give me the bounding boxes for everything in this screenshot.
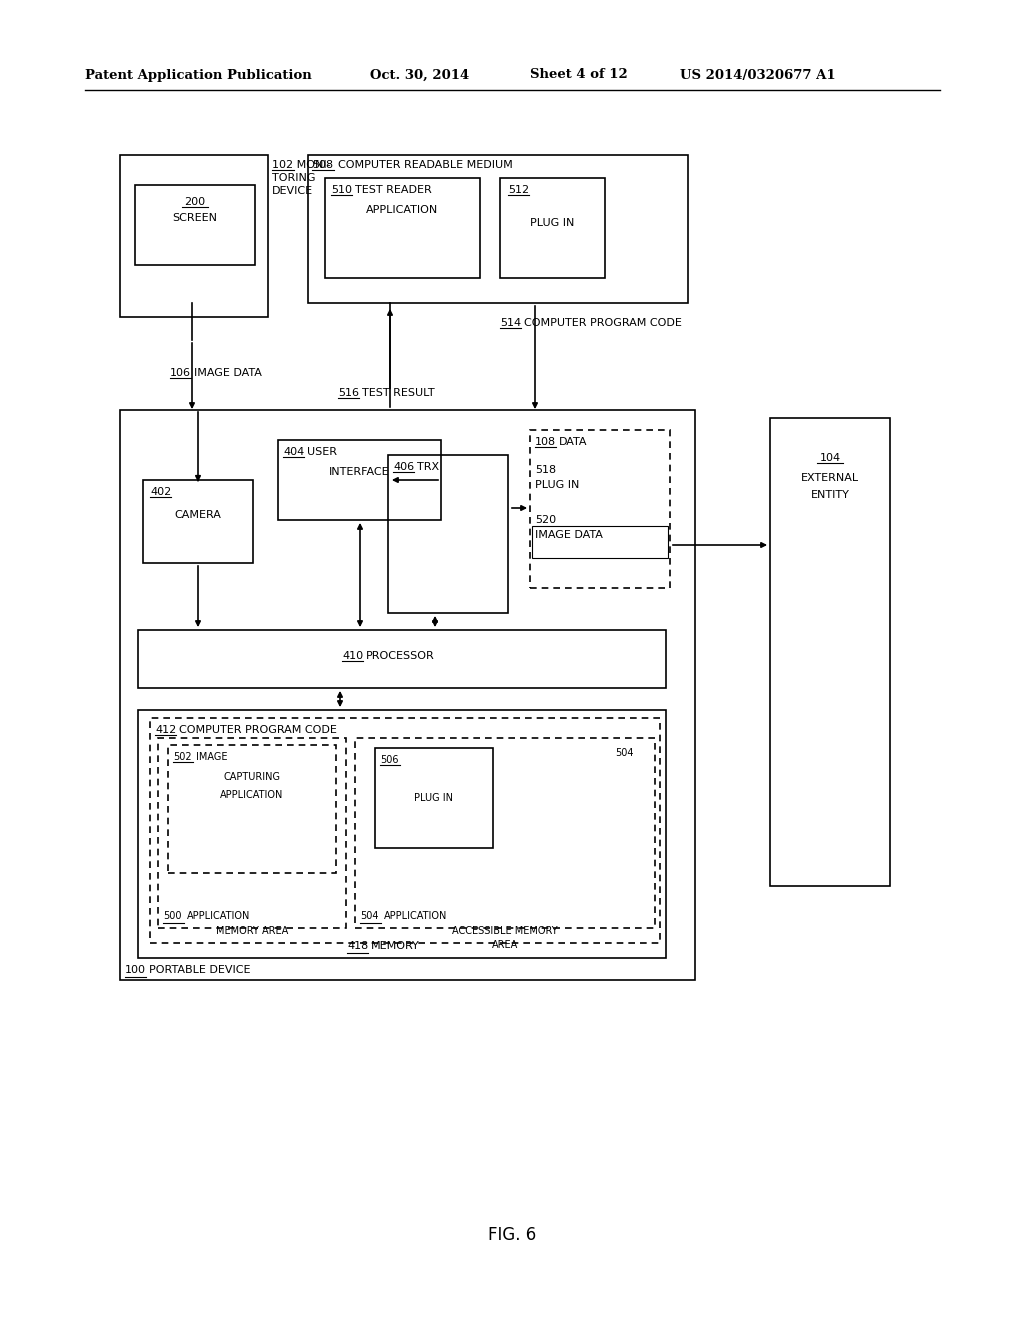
Text: 520: 520 [535,515,556,525]
Text: APPLICATION: APPLICATION [366,205,438,215]
Text: ENTITY: ENTITY [811,490,850,500]
Text: PLUG IN: PLUG IN [415,793,454,803]
Bar [388,455,508,612]
Bar [325,178,480,279]
Text: 504: 504 [360,911,379,921]
Text: APPLICATION: APPLICATION [187,911,251,921]
Text: CAMERA: CAMERA [174,510,221,520]
Text: TEST RESULT: TEST RESULT [362,388,434,399]
Text: CAPTURING: CAPTURING [223,772,281,781]
Bar [138,710,666,958]
Text: 100: 100 [125,965,146,975]
Text: COMPUTER PROGRAM CODE: COMPUTER PROGRAM CODE [524,318,682,327]
Text: APPLICATION: APPLICATION [220,789,284,800]
Text: ACCESSIBLE MEMORY: ACCESSIBLE MEMORY [453,927,558,936]
Text: 518: 518 [535,465,556,475]
Text: 412: 412 [155,725,176,735]
Text: 500: 500 [163,911,181,921]
Text: 104: 104 [819,453,841,463]
Bar [532,525,668,558]
Text: 108: 108 [535,437,556,447]
Text: 106: 106 [170,368,191,378]
Bar [530,430,670,587]
Text: 514: 514 [500,318,521,327]
Text: PLUG IN: PLUG IN [535,480,580,490]
Text: TRX: TRX [417,462,439,473]
Text: IMAGE DATA: IMAGE DATA [194,368,262,378]
Text: 516: 516 [338,388,359,399]
Text: DATA: DATA [559,437,588,447]
Bar [375,748,493,847]
Text: COMPUTER PROGRAM CODE: COMPUTER PROGRAM CODE [179,725,337,735]
Bar [138,630,666,688]
Text: 512: 512 [508,185,529,195]
Text: TORING: TORING [272,173,315,183]
Text: 200: 200 [184,197,206,207]
Bar [355,738,655,928]
Text: APPLICATION: APPLICATION [384,911,447,921]
Text: 508: 508 [312,160,333,170]
Text: Sheet 4 of 12: Sheet 4 of 12 [530,69,628,82]
Text: IMAGE DATA: IMAGE DATA [535,531,603,540]
Text: EXTERNAL: EXTERNAL [801,473,859,483]
Bar [150,718,660,942]
Text: 102 MONI-: 102 MONI- [272,160,331,170]
Text: 402: 402 [150,487,171,498]
Text: COMPUTER READABLE MEDIUM: COMPUTER READABLE MEDIUM [338,160,513,170]
Text: MEMORY: MEMORY [371,941,420,950]
Text: USER: USER [307,447,337,457]
Bar [278,440,441,520]
Bar [308,154,688,304]
Bar [120,411,695,979]
Text: PLUG IN: PLUG IN [529,218,574,228]
Bar [135,185,255,265]
Text: 404: 404 [283,447,304,457]
Text: US 2014/0320677 A1: US 2014/0320677 A1 [680,69,836,82]
Text: FIG. 6: FIG. 6 [487,1226,537,1243]
Text: INTERFACE: INTERFACE [329,467,389,477]
Text: 418: 418 [347,941,369,950]
Bar [770,418,890,886]
Bar [500,178,605,279]
Text: SCREEN: SCREEN [172,213,217,223]
Text: 506: 506 [380,755,398,766]
Text: 510: 510 [331,185,352,195]
Text: PORTABLE DEVICE: PORTABLE DEVICE [150,965,251,975]
Text: 502: 502 [173,752,191,762]
Text: 410: 410 [342,651,364,661]
Bar [143,480,253,564]
Text: 406: 406 [393,462,414,473]
Text: AREA: AREA [492,940,518,950]
Text: IMAGE: IMAGE [196,752,227,762]
Text: DEVICE: DEVICE [272,186,313,195]
Bar [158,738,346,928]
Text: 504: 504 [615,748,634,758]
Text: Patent Application Publication: Patent Application Publication [85,69,311,82]
Text: Oct. 30, 2014: Oct. 30, 2014 [370,69,469,82]
Text: TEST READER: TEST READER [355,185,432,195]
Text: PROCESSOR: PROCESSOR [366,651,435,661]
Bar [168,744,336,873]
Bar [120,154,268,317]
Text: MEMORY AREA: MEMORY AREA [216,927,288,936]
